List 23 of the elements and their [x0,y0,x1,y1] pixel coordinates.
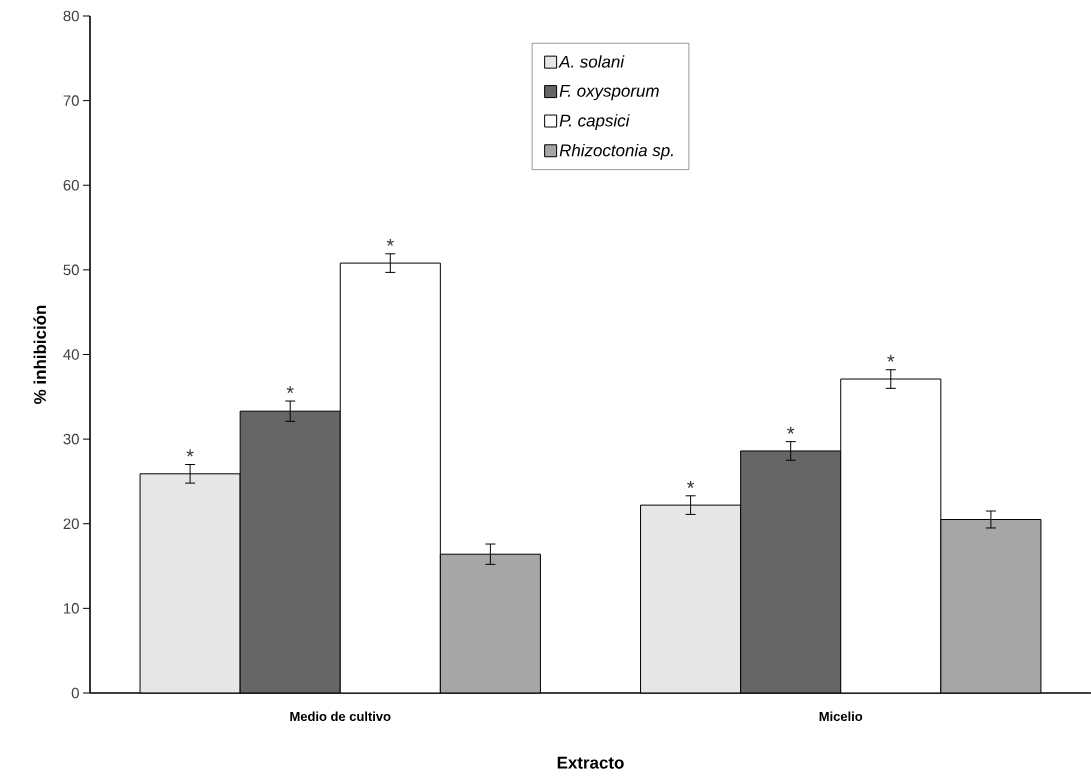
data-label: * [887,354,895,362]
legend-label: F. oxysporum [559,85,659,101]
data-label: * [687,480,695,488]
data-label: * [386,238,394,246]
y-tick-label: 20 [63,518,79,530]
legend-label: A. solani [558,55,625,68]
legend-label: P. capsici [559,114,630,130]
data-label: * [186,449,194,457]
y-axis-title: % inhibición [33,305,47,404]
data-label: * [286,386,294,394]
x-tick-label: Medio de cultivo [290,711,391,722]
data-label: * [787,426,795,434]
y-tick-label: 60 [63,179,79,191]
x-axis-title: Extracto [557,756,624,769]
y-tick-label: 80 [63,10,79,22]
y-tick-label: 30 [63,433,79,445]
legend-label: Rhizoctonia sp. [559,143,673,160]
y-tick-label: 10 [64,603,79,614]
y-tick-label: 40 [63,349,79,360]
y-tick-label: 50 [63,264,79,276]
y-tick-label: 0 [71,687,79,699]
x-tick-label: Micelio [819,711,863,722]
y-tick-label: 70 [63,95,79,106]
